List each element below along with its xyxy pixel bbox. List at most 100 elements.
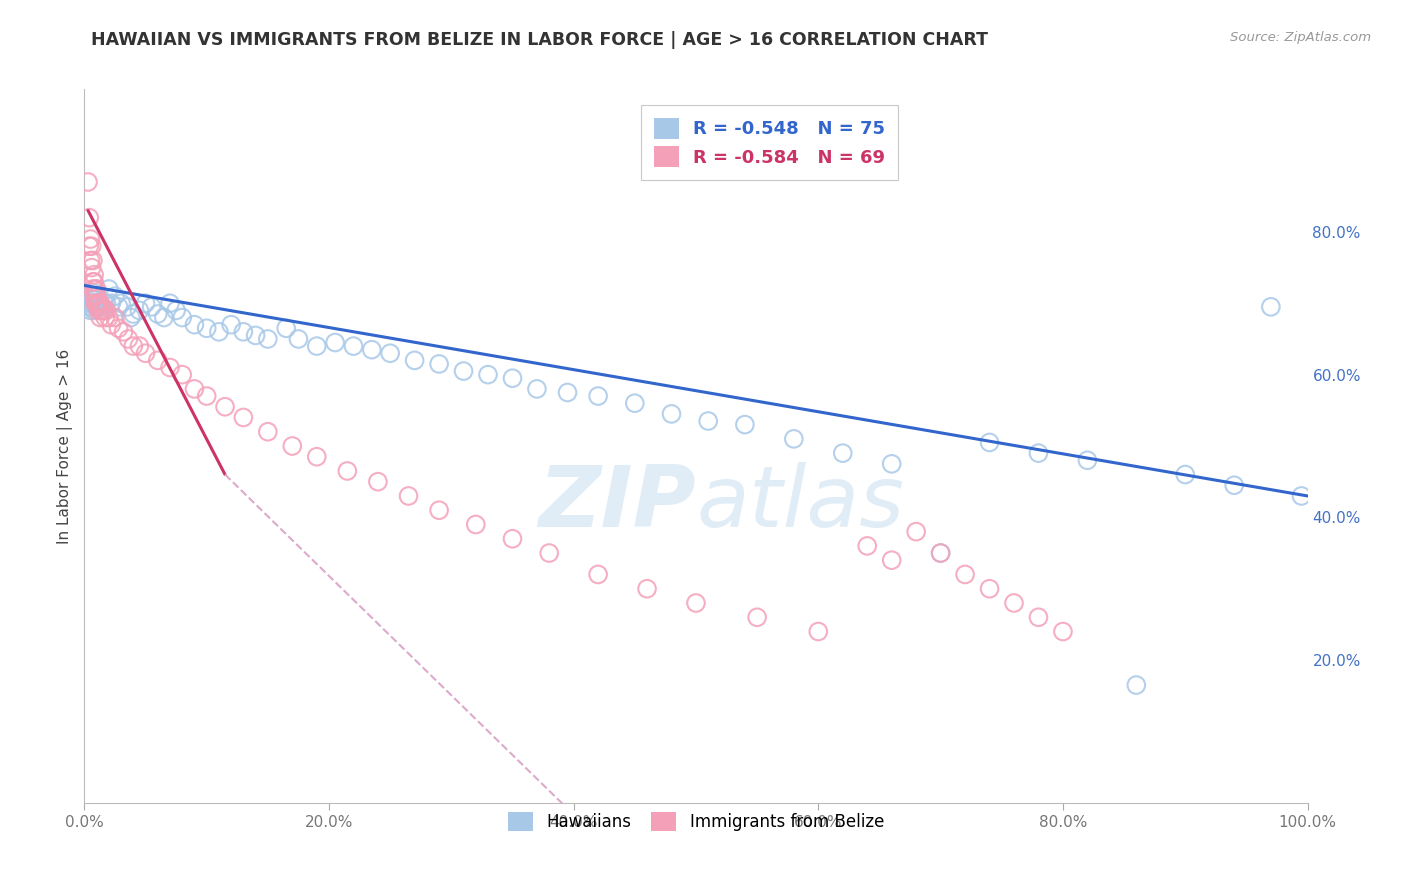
Point xyxy=(427,357,450,371)
Text: Source: ZipAtlas.com: Source: ZipAtlas.com xyxy=(1230,31,1371,45)
Y-axis label: In Labor Force | Age > 16: In Labor Force | Age > 16 xyxy=(58,349,73,543)
Point xyxy=(1076,453,1098,467)
Point xyxy=(905,524,928,539)
Point xyxy=(83,303,105,318)
Point xyxy=(1291,489,1313,503)
Point xyxy=(128,339,150,353)
Point xyxy=(93,303,115,318)
Point xyxy=(398,489,420,503)
Point xyxy=(586,567,609,582)
Point xyxy=(502,371,524,385)
Point xyxy=(83,268,105,282)
Point xyxy=(79,303,101,318)
Point xyxy=(453,364,475,378)
Point xyxy=(232,410,254,425)
Point xyxy=(117,332,139,346)
Point xyxy=(880,457,903,471)
Point xyxy=(135,296,157,310)
Point xyxy=(87,296,110,310)
Point xyxy=(1223,478,1246,492)
Point xyxy=(1028,446,1050,460)
Point xyxy=(97,282,120,296)
Point xyxy=(79,232,101,246)
Point xyxy=(1260,300,1282,314)
Point xyxy=(87,300,110,314)
Point xyxy=(87,296,110,310)
Point xyxy=(153,310,176,325)
Point xyxy=(831,446,853,460)
Point xyxy=(80,300,103,314)
Point xyxy=(427,503,450,517)
Point xyxy=(82,282,104,296)
Point xyxy=(172,368,194,382)
Point xyxy=(110,296,132,310)
Point xyxy=(107,321,129,335)
Point xyxy=(135,346,157,360)
Point xyxy=(172,310,194,325)
Point xyxy=(1125,678,1147,692)
Point xyxy=(97,310,120,325)
Point xyxy=(685,596,707,610)
Point xyxy=(93,296,115,310)
Point xyxy=(77,175,100,189)
Point xyxy=(336,464,359,478)
Point xyxy=(83,275,105,289)
Point xyxy=(82,285,104,300)
Point xyxy=(257,332,280,346)
Point xyxy=(89,296,111,310)
Point xyxy=(83,289,105,303)
Point xyxy=(929,546,952,560)
Text: ZIP: ZIP xyxy=(538,461,696,545)
Point xyxy=(586,389,609,403)
Point xyxy=(245,328,267,343)
Point xyxy=(122,307,145,321)
Point xyxy=(96,296,118,310)
Point xyxy=(195,321,218,335)
Point xyxy=(146,353,169,368)
Point xyxy=(89,310,111,325)
Point xyxy=(380,346,402,360)
Point xyxy=(208,325,231,339)
Point xyxy=(84,300,107,314)
Point xyxy=(477,368,499,382)
Legend: Hawaiians, Immigrants from Belize: Hawaiians, Immigrants from Belize xyxy=(495,798,897,845)
Point xyxy=(183,382,205,396)
Point xyxy=(404,353,426,368)
Point xyxy=(526,382,548,396)
Point xyxy=(87,300,110,314)
Point xyxy=(734,417,756,432)
Point xyxy=(84,296,107,310)
Point xyxy=(86,296,108,310)
Point xyxy=(94,310,117,325)
Point xyxy=(219,318,242,332)
Point xyxy=(80,260,103,275)
Point xyxy=(112,325,135,339)
Point xyxy=(661,407,683,421)
Point xyxy=(1052,624,1074,639)
Point xyxy=(84,282,107,296)
Point xyxy=(538,546,561,560)
Point xyxy=(90,303,112,318)
Point xyxy=(80,239,103,253)
Point xyxy=(141,300,163,314)
Point xyxy=(305,339,328,353)
Point xyxy=(87,303,110,318)
Point xyxy=(128,303,150,318)
Point xyxy=(87,296,110,310)
Point xyxy=(90,300,112,314)
Point xyxy=(87,300,110,314)
Point xyxy=(86,289,108,303)
Point xyxy=(367,475,389,489)
Point xyxy=(82,275,104,289)
Point xyxy=(79,296,101,310)
Point xyxy=(880,553,903,567)
Point xyxy=(287,332,309,346)
Point xyxy=(86,293,108,307)
Point xyxy=(91,300,114,314)
Point xyxy=(82,293,104,307)
Point xyxy=(104,289,127,303)
Point xyxy=(80,289,103,303)
Point xyxy=(165,303,187,318)
Point xyxy=(146,307,169,321)
Point xyxy=(159,296,181,310)
